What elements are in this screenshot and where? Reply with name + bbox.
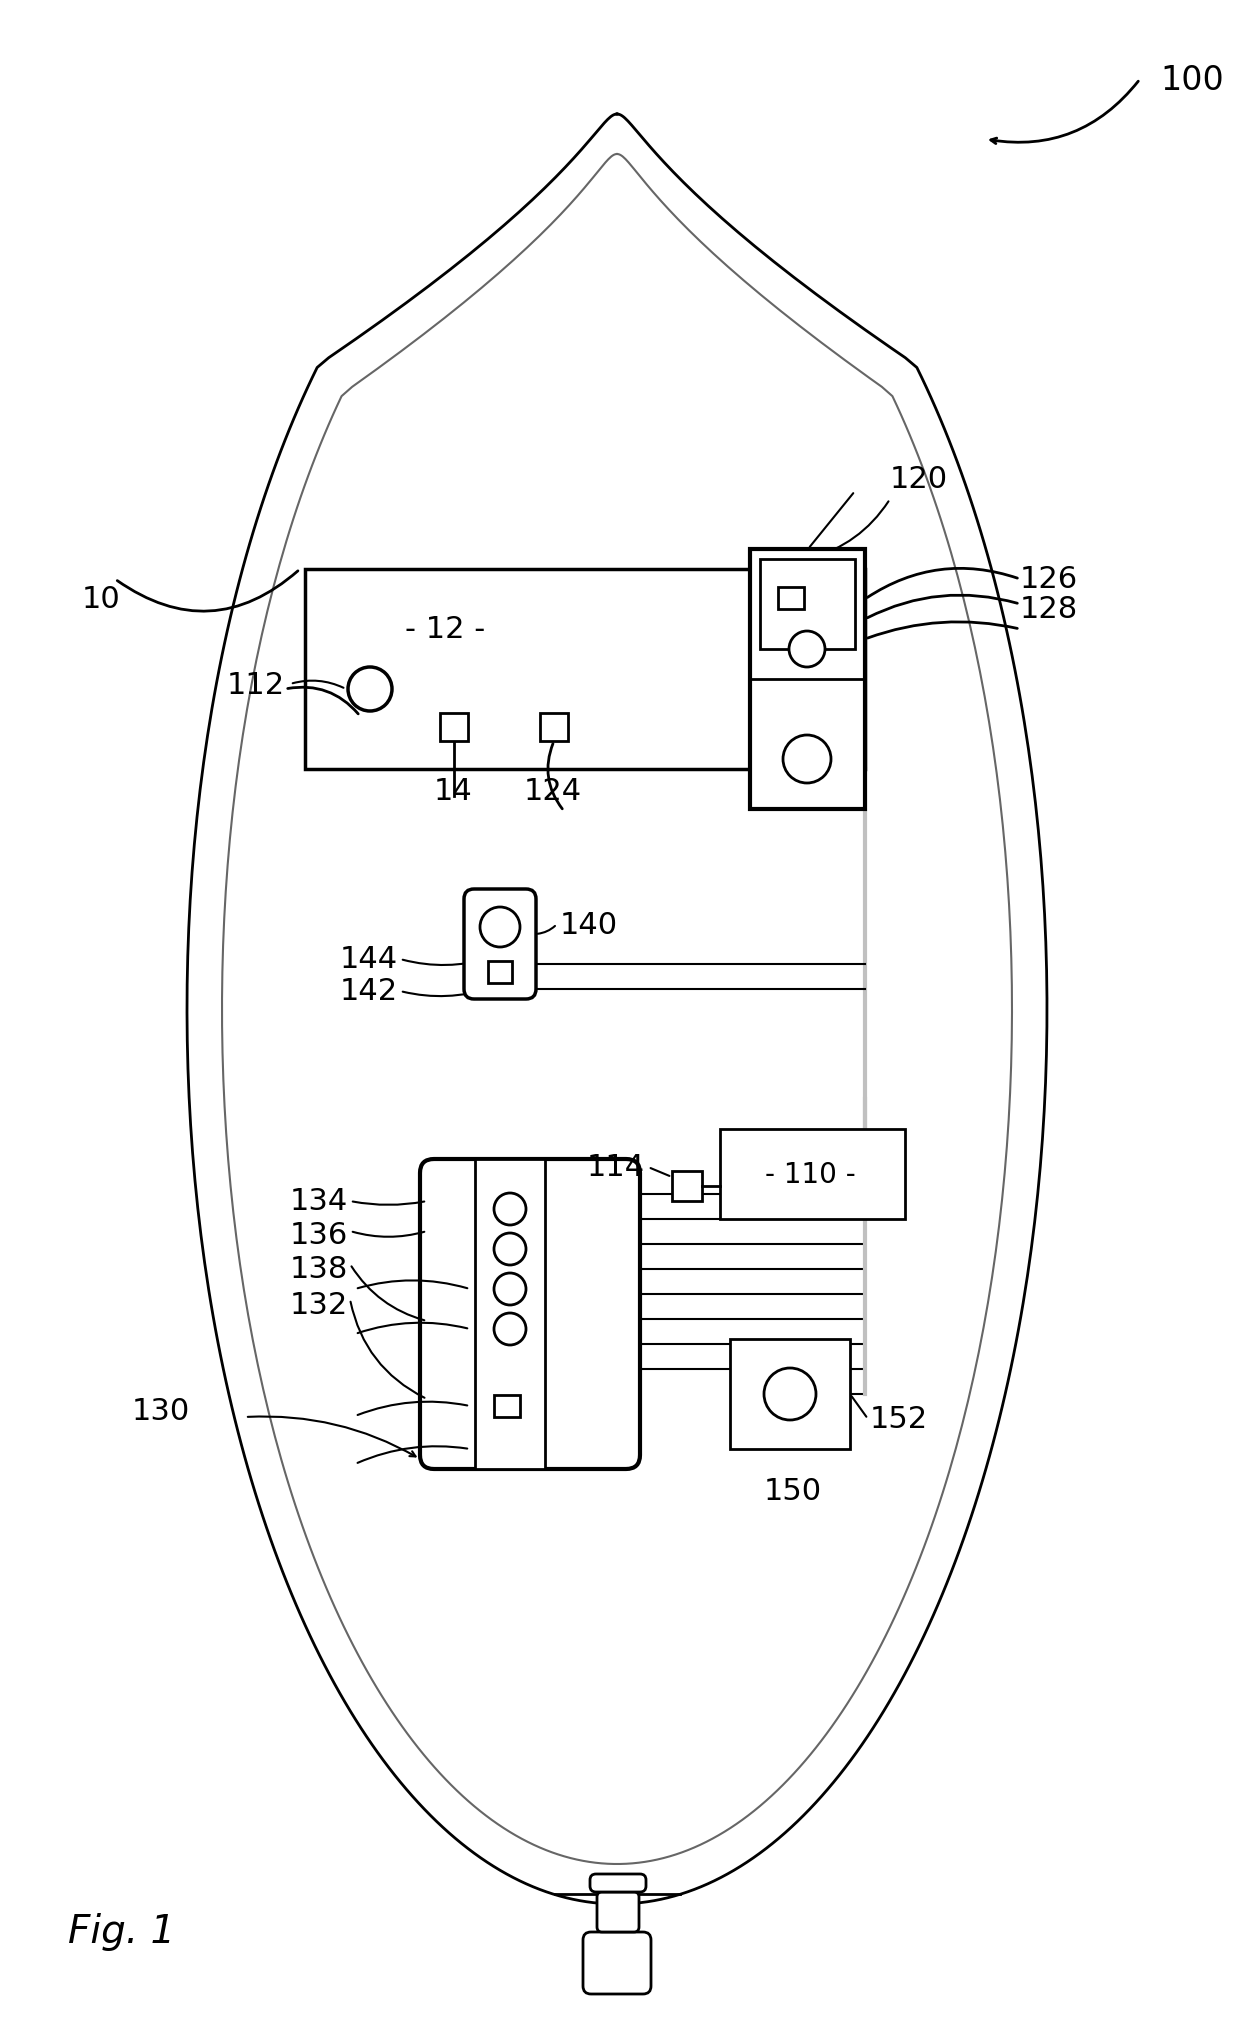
Circle shape <box>348 667 392 712</box>
Circle shape <box>480 907 520 948</box>
Text: 100: 100 <box>1159 63 1224 96</box>
Text: 152: 152 <box>870 1405 928 1433</box>
Text: 130: 130 <box>131 1397 190 1425</box>
Text: 120: 120 <box>890 465 949 493</box>
Bar <box>305 569 866 769</box>
Bar <box>730 1340 849 1450</box>
FancyBboxPatch shape <box>583 1933 651 1994</box>
Text: 126: 126 <box>1021 565 1078 593</box>
Bar <box>720 1130 905 1219</box>
Bar <box>760 561 856 650</box>
Text: 132: 132 <box>290 1291 348 1319</box>
Text: 144: 144 <box>340 944 398 975</box>
Text: 114: 114 <box>587 1152 645 1183</box>
Text: 138: 138 <box>290 1254 348 1285</box>
Text: 14: 14 <box>434 777 472 805</box>
Text: 142: 142 <box>340 977 398 1005</box>
Text: - 110 -: - 110 - <box>765 1160 856 1189</box>
FancyBboxPatch shape <box>596 1892 639 1933</box>
Circle shape <box>764 1368 816 1421</box>
Bar <box>750 551 866 809</box>
Text: 134: 134 <box>290 1187 348 1215</box>
Circle shape <box>494 1234 526 1266</box>
Bar <box>672 1172 702 1201</box>
Text: 150: 150 <box>764 1476 822 1505</box>
Circle shape <box>494 1313 526 1346</box>
Text: 124: 124 <box>525 777 582 805</box>
Bar <box>475 1160 546 1470</box>
Bar <box>494 1395 520 1417</box>
Circle shape <box>782 736 831 783</box>
FancyBboxPatch shape <box>420 1160 640 1470</box>
Text: 136: 136 <box>290 1219 348 1248</box>
Text: 140: 140 <box>560 909 618 940</box>
Text: - 12 -: - 12 - <box>405 616 485 644</box>
Bar <box>489 962 512 983</box>
Bar <box>539 714 568 742</box>
Bar <box>777 587 804 610</box>
Text: Fig. 1: Fig. 1 <box>68 1913 175 1949</box>
Bar <box>440 714 467 742</box>
Circle shape <box>494 1193 526 1225</box>
Text: 10: 10 <box>82 585 120 614</box>
Circle shape <box>789 632 825 667</box>
Text: 128: 128 <box>1021 595 1079 624</box>
FancyBboxPatch shape <box>590 1874 646 1892</box>
Text: 112: 112 <box>227 671 285 699</box>
FancyBboxPatch shape <box>464 889 536 999</box>
Circle shape <box>494 1274 526 1305</box>
